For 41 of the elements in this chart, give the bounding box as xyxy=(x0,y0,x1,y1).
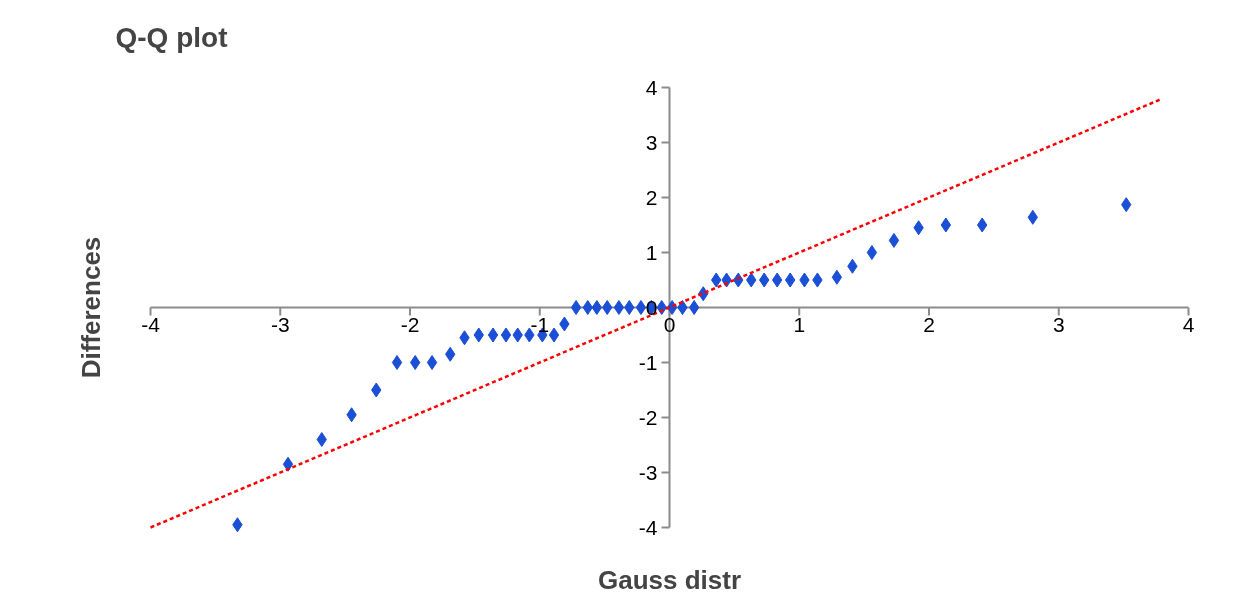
point xyxy=(548,327,560,343)
x-tick-label: -4 xyxy=(141,312,161,336)
y-tick-label: 4 xyxy=(645,75,658,99)
point xyxy=(635,300,647,315)
point xyxy=(487,327,499,343)
x-tick-label: 0 xyxy=(663,312,676,336)
y-tick-label: -4 xyxy=(638,515,658,539)
x-axis-title: Gauss distr xyxy=(597,564,742,595)
point xyxy=(410,355,421,370)
point xyxy=(624,300,635,315)
point xyxy=(591,300,603,315)
x-tick-label: -1 xyxy=(530,312,550,336)
y-tick-label: -1 xyxy=(638,350,658,374)
y-tick-label: 1 xyxy=(645,240,658,264)
point xyxy=(613,300,625,315)
x-tick-label: 4 xyxy=(1182,312,1195,336)
point xyxy=(582,300,593,315)
point xyxy=(831,269,843,285)
point xyxy=(570,300,582,315)
point xyxy=(888,232,900,248)
y-tick-label: 2 xyxy=(645,185,658,209)
y-tick-label: -3 xyxy=(638,460,658,484)
point xyxy=(940,217,952,233)
point xyxy=(602,300,613,315)
point xyxy=(500,327,512,343)
point xyxy=(316,432,327,447)
point xyxy=(282,456,294,472)
y-axis-title: Differences xyxy=(75,236,106,379)
x-tick-label: -2 xyxy=(400,312,420,336)
chart-title: Q-Q plot xyxy=(115,21,228,53)
point xyxy=(426,355,438,370)
point xyxy=(391,355,403,370)
x-tick-label: 3 xyxy=(1052,312,1065,336)
y-tick-label: 3 xyxy=(645,130,658,154)
y-tick-label: -2 xyxy=(638,405,658,429)
x-tick-label: 1 xyxy=(793,312,806,336)
point xyxy=(688,300,700,315)
point xyxy=(677,300,688,315)
x-tick-label: -3 xyxy=(270,312,290,336)
point xyxy=(866,245,878,260)
x-tick-label: 2 xyxy=(923,312,935,336)
